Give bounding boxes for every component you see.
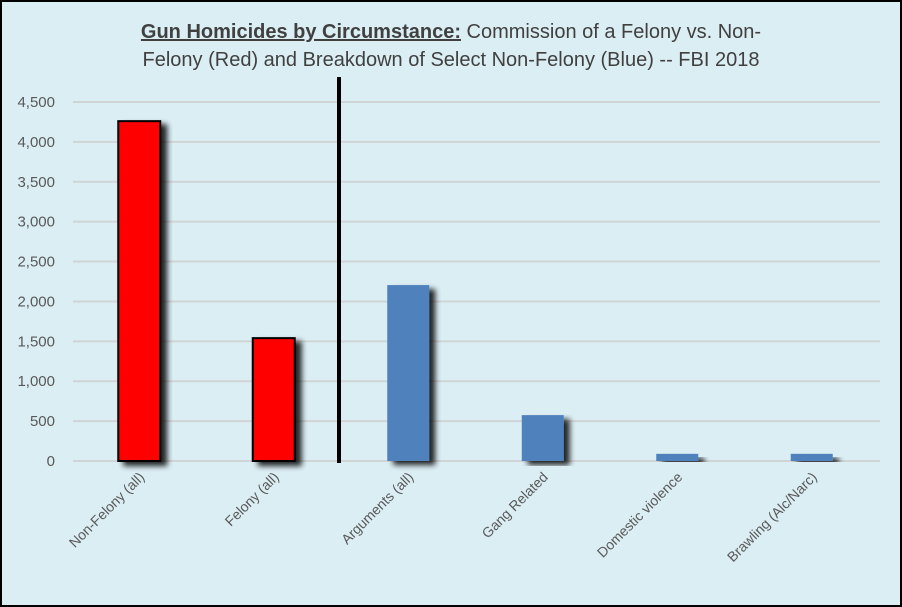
y-tick-label: 2,000 — [17, 293, 55, 310]
bar — [521, 415, 564, 461]
x-tick-label: Arguments (all) — [338, 469, 416, 547]
y-tick-label: 4,500 — [17, 94, 55, 111]
bar — [656, 453, 699, 461]
y-tick-label: 4,000 — [17, 134, 55, 151]
y-tick-label: 0 — [47, 453, 55, 470]
x-tick-label: Gang Related — [478, 469, 550, 541]
x-tick-label: Non-Felony (all) — [66, 469, 148, 551]
title-line1: Commission of a Felony vs. Non- — [466, 21, 762, 43]
bar — [117, 120, 162, 462]
title-line2: Felony (Red) and Breakdown of Select Non… — [142, 49, 760, 71]
y-tick-label: 2,500 — [17, 254, 55, 271]
y-tick-label: 1,500 — [17, 333, 55, 350]
x-tick-label: Brawling (Alc/Narc) — [724, 469, 820, 565]
y-tick-label: 500 — [30, 413, 55, 430]
title-bold: Gun Homicides by Circumstance: — [140, 21, 461, 43]
bar — [790, 453, 833, 461]
y-tick-label: 3,500 — [17, 174, 55, 191]
y-tick-label: 1,000 — [17, 373, 55, 390]
bar — [387, 285, 430, 461]
y-tick-label: 3,000 — [17, 214, 55, 231]
x-tick-label: Domestic violence — [594, 469, 686, 561]
bar — [251, 337, 296, 462]
x-tick-label: Felony (all) — [222, 469, 282, 529]
chart-title: Gun Homicides by Circumstance: Commissio… — [0, 18, 902, 74]
